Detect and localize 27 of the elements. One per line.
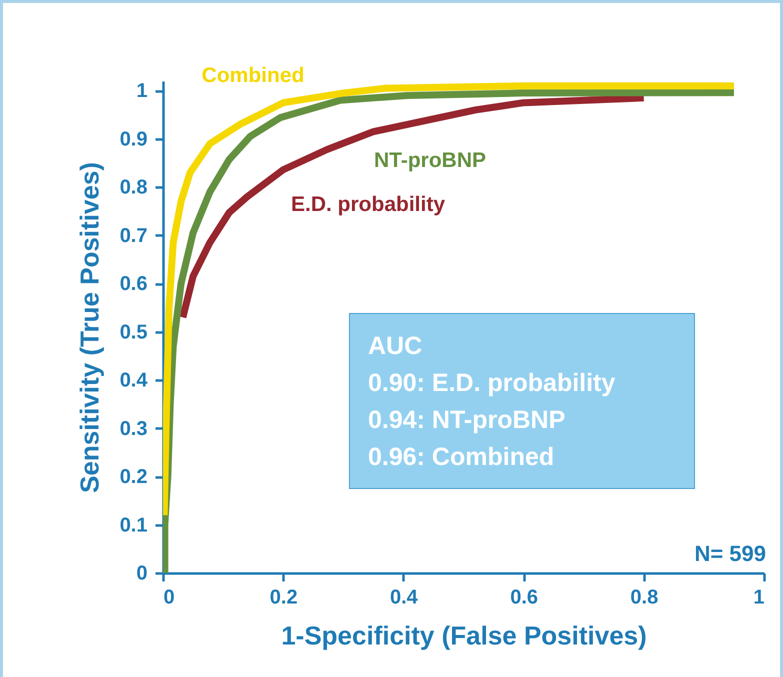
y-tick-label: 0.5 [120,321,148,344]
y-tick-label: 0 [136,562,148,584]
text: NT-proBNP [374,149,486,172]
y-axis-title: Sensitivity (True Positives) [74,162,105,493]
y-tick-label: 0.6 [120,273,148,296]
annotation: N= 599 [694,541,766,567]
x-axis-title: 1-Specificity (False Positives) [281,620,647,650]
y-tick-label: 0.4 [120,370,148,392]
x-tick-label: 0.8 [630,586,658,608]
annotation: 0.90: E.D. probability [368,368,616,399]
y-tick-label: 0.9 [120,128,148,150]
series-label: Combined [202,64,304,87]
y-tick-label: 0.7 [120,224,148,247]
y-tick-label: 0.3 [120,418,148,440]
x-tick-label: 0.2 [270,586,298,608]
annotation: 0.96: Combined [368,442,556,473]
y-tick-label: 0.8 [120,176,148,199]
annotation: 0.94: NT-proBNP [368,405,566,436]
y-tick-label: 0.2 [120,466,148,488]
x-tick-label: 0.6 [510,586,538,608]
annotation: AUC [368,331,424,362]
y-tick-label: 1 [136,80,148,102]
x-tick-label: 0 [164,586,175,608]
series-label: E.D. probability [290,193,446,216]
x-tick-label: 1 [753,586,764,608]
y-tick-label: 0.1 [120,514,148,536]
x-tick-label: 0.4 [390,586,419,608]
